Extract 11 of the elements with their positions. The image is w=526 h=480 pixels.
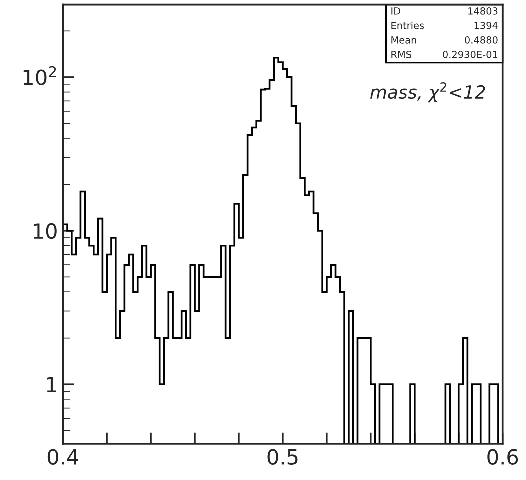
x-tick-label: 0.4 <box>48 449 79 465</box>
y-tick-label: 1 <box>47 377 56 392</box>
text: RMS 0.2930E-01 <box>392 50 498 58</box>
text: ID 14803 <box>392 8 498 15</box>
text: Mean 0.4880 <box>392 36 498 44</box>
x-tick-label: 0.5 <box>268 449 298 465</box>
x-tick-label: 0.6 <box>488 449 518 465</box>
y-tick-label: 10$^{2}$ <box>24 66 56 86</box>
y-tick-label: 10 <box>34 223 57 240</box>
text: Entries 1394 <box>392 22 498 30</box>
annotation: mass, χ$^{2}$<12 <box>370 82 486 103</box>
